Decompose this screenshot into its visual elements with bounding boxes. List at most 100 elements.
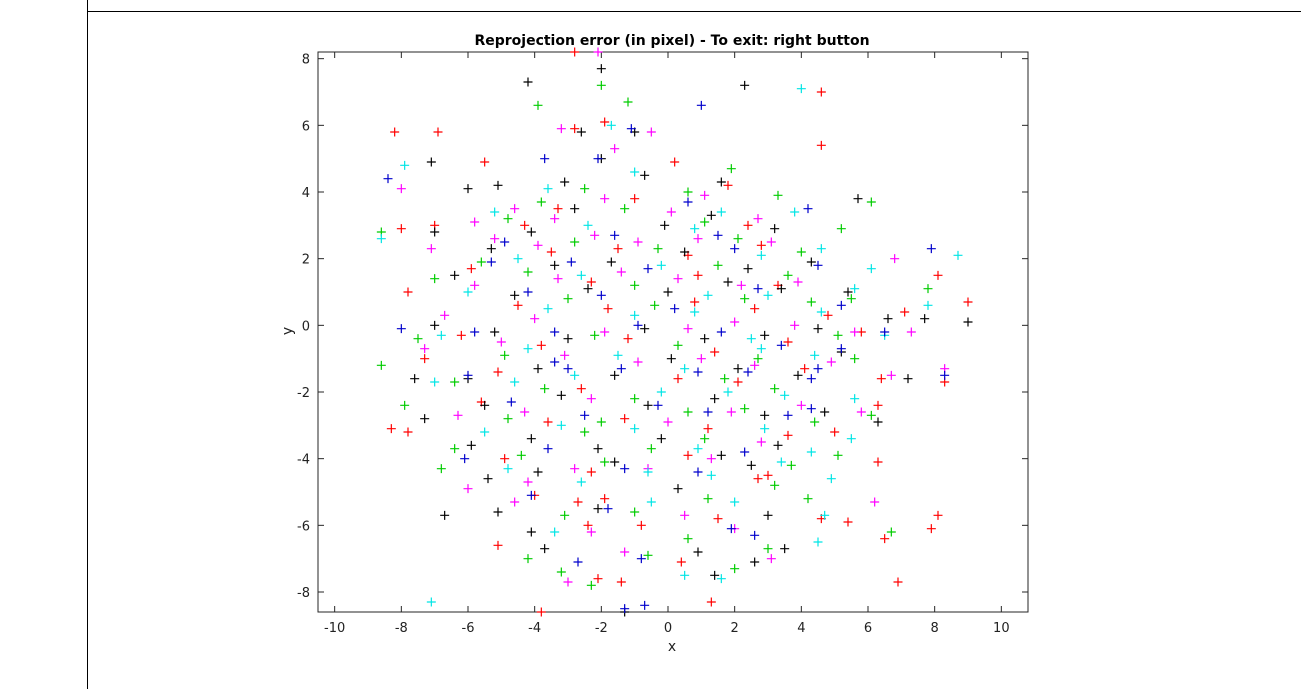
y-tick-label: 6 xyxy=(302,119,310,134)
data-point xyxy=(783,337,793,347)
data-point xyxy=(673,374,683,384)
data-point xyxy=(873,417,883,427)
data-point xyxy=(933,270,943,280)
data-point xyxy=(713,230,723,240)
data-point xyxy=(426,244,436,254)
data-point xyxy=(753,284,763,294)
data-point xyxy=(740,404,750,414)
data-point xyxy=(783,410,793,420)
data-point xyxy=(420,344,430,354)
data-point xyxy=(816,244,826,254)
data-point xyxy=(796,247,806,257)
data-point xyxy=(833,450,843,460)
data-point xyxy=(516,450,526,460)
data-point xyxy=(836,224,846,234)
data-point xyxy=(576,127,586,137)
x-tick-label: -8 xyxy=(395,621,408,636)
data-point xyxy=(493,367,503,377)
data-point xyxy=(810,417,820,427)
data-point xyxy=(820,407,830,417)
chart-title: Reprojection error (in pixel) - To exit:… xyxy=(474,33,869,49)
data-point xyxy=(776,284,786,294)
data-point xyxy=(726,164,736,174)
data-point xyxy=(480,427,490,437)
x-tick-label: -2 xyxy=(595,621,608,636)
data-point xyxy=(643,264,653,274)
y-tick-label: 8 xyxy=(302,53,310,68)
data-point xyxy=(570,47,580,57)
data-point xyxy=(486,244,496,254)
data-point xyxy=(550,527,560,537)
data-point xyxy=(750,304,760,314)
data-point xyxy=(550,214,560,224)
data-point xyxy=(613,350,623,360)
data-point xyxy=(683,407,693,417)
data-point xyxy=(580,427,590,437)
data-point xyxy=(576,384,586,394)
data-point xyxy=(716,177,726,187)
data-point xyxy=(496,337,506,347)
data-point xyxy=(816,140,826,150)
data-point xyxy=(606,257,616,267)
data-point xyxy=(866,410,876,420)
data-point xyxy=(530,314,540,324)
data-point xyxy=(600,194,610,204)
data-point xyxy=(430,227,440,237)
data-point xyxy=(563,334,573,344)
data-point xyxy=(923,300,933,310)
data-point xyxy=(926,244,936,254)
data-point xyxy=(450,444,460,454)
data-point xyxy=(630,507,640,517)
data-point xyxy=(940,370,950,380)
data-point xyxy=(493,507,503,517)
data-point xyxy=(450,270,460,280)
data-point xyxy=(633,357,643,367)
data-point xyxy=(693,234,703,244)
data-point xyxy=(630,167,640,177)
data-point xyxy=(540,544,550,554)
data-point xyxy=(396,324,406,334)
data-point xyxy=(666,354,676,364)
data-point xyxy=(706,210,716,220)
data-point xyxy=(666,207,676,217)
data-point xyxy=(480,157,490,167)
data-point xyxy=(726,407,736,417)
data-point xyxy=(683,534,693,544)
data-point xyxy=(740,447,750,457)
data-point xyxy=(523,287,533,297)
data-point xyxy=(413,334,423,344)
data-point xyxy=(376,360,386,370)
data-point xyxy=(630,424,640,434)
data-point xyxy=(400,160,410,170)
data-point xyxy=(523,554,533,564)
data-point xyxy=(843,287,853,297)
data-point xyxy=(626,124,636,134)
data-point xyxy=(580,410,590,420)
data-point xyxy=(880,327,890,337)
data-point xyxy=(730,244,740,254)
data-point xyxy=(700,334,710,344)
data-point xyxy=(610,457,620,467)
data-point xyxy=(533,364,543,374)
series-5 xyxy=(383,100,950,614)
data-point xyxy=(596,64,606,74)
data-point xyxy=(790,207,800,217)
data-point xyxy=(796,400,806,410)
data-point xyxy=(750,557,760,567)
data-point xyxy=(796,84,806,94)
y-tick-label: -6 xyxy=(297,519,310,534)
data-point xyxy=(963,297,973,307)
data-point xyxy=(723,387,733,397)
data-point xyxy=(816,307,826,317)
y-axis-label: y xyxy=(280,327,296,335)
data-point xyxy=(763,510,773,520)
data-point xyxy=(640,600,650,610)
data-point xyxy=(543,444,553,454)
data-point xyxy=(586,527,596,537)
data-point xyxy=(543,417,553,427)
data-point xyxy=(746,334,756,344)
data-point xyxy=(690,307,700,317)
data-point xyxy=(596,290,606,300)
data-point xyxy=(710,394,720,404)
